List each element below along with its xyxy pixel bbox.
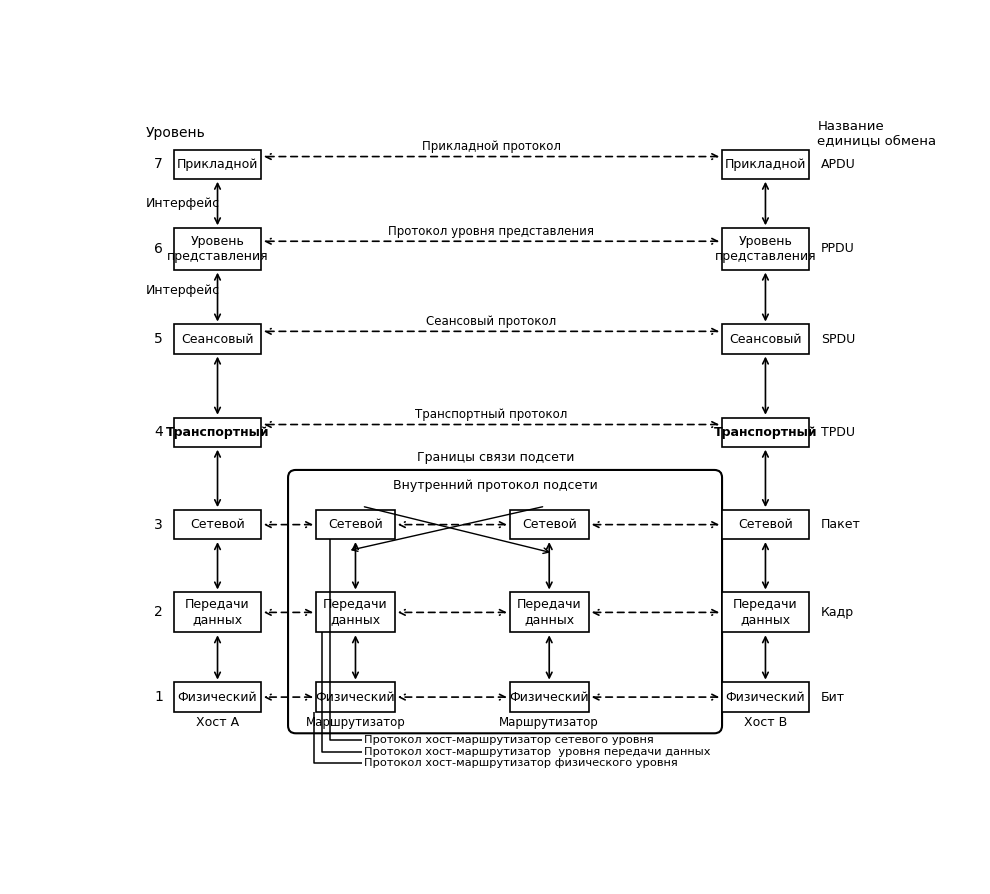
Text: Физический: Физический [178,690,257,704]
Text: Транспортный: Транспортный [165,426,269,439]
FancyBboxPatch shape [174,682,261,712]
Text: Интерфейс: Интерфейс [146,284,220,298]
Text: Границы связи подсети: Границы связи подсети [417,451,574,465]
Text: Физический: Физический [316,690,395,704]
FancyBboxPatch shape [722,228,809,270]
Text: Пакет: Пакет [822,519,861,531]
Text: Физический: Физический [726,690,805,704]
Text: Сетевой: Сетевой [522,519,576,531]
Text: Передачи
данных: Передачи данных [734,598,798,627]
Text: Сеансовый: Сеансовый [730,333,802,346]
Text: Сеансовый протокол: Сеансовый протокол [427,316,556,328]
Text: 2: 2 [154,605,163,620]
Text: Хост В: Хост В [743,715,787,729]
Text: 3: 3 [154,518,163,532]
FancyBboxPatch shape [174,510,261,539]
Text: TPDU: TPDU [822,426,855,439]
Text: APDU: APDU [822,157,856,171]
Text: SPDU: SPDU [822,333,855,346]
Text: Транспортный протокол: Транспортный протокол [415,409,567,421]
Text: Передачи
данных: Передачи данных [323,598,388,627]
Text: Транспортный: Транспортный [714,426,817,439]
Text: Прикладной протокол: Прикладной протокол [422,140,561,154]
FancyBboxPatch shape [174,149,261,179]
Text: Кадр: Кадр [822,606,854,619]
Text: Хост А: Хост А [196,715,240,729]
Text: Бит: Бит [822,690,845,704]
Text: Сетевой: Сетевой [739,519,793,531]
FancyBboxPatch shape [510,682,589,712]
Text: Уровень
представления: Уровень представления [166,235,268,263]
Text: Протокол уровня представления: Протокол уровня представления [388,225,594,238]
FancyBboxPatch shape [174,228,261,270]
Text: Маршрутизатор: Маршрутизатор [499,715,599,729]
Text: 1: 1 [154,690,163,704]
Text: Внутренний протокол подсети: Внутренний протокол подсети [393,479,598,493]
Text: Маршрутизатор: Маршрутизатор [306,715,405,729]
Text: Уровень
представления: Уровень представления [715,235,817,263]
Text: Прикладной: Прикладной [177,157,258,171]
Text: Сетевой: Сетевой [328,519,383,531]
FancyBboxPatch shape [316,593,395,632]
FancyBboxPatch shape [288,470,722,733]
FancyBboxPatch shape [722,510,809,539]
FancyBboxPatch shape [722,593,809,632]
FancyBboxPatch shape [722,682,809,712]
Text: Сеансовый: Сеансовый [181,333,253,346]
FancyBboxPatch shape [316,682,395,712]
Text: 5: 5 [154,332,163,346]
FancyBboxPatch shape [510,593,589,632]
Text: Сетевой: Сетевой [190,519,245,531]
Text: Интерфейс: Интерфейс [146,197,220,210]
Text: Название
единицы обмена: Название единицы обмена [818,120,937,148]
FancyBboxPatch shape [722,325,809,354]
FancyBboxPatch shape [722,149,809,179]
FancyBboxPatch shape [174,593,261,632]
Text: Протокол хост-маршрутизатор  уровня передачи данных: Протокол хост-маршрутизатор уровня перед… [364,746,711,756]
FancyBboxPatch shape [722,417,809,447]
Text: 4: 4 [154,426,163,439]
Text: Протокол хост-маршрутизатор сетевого уровня: Протокол хост-маршрутизатор сетевого уро… [364,735,653,746]
Text: 6: 6 [154,242,163,256]
Text: Уровень: Уровень [146,126,205,139]
FancyBboxPatch shape [316,510,395,539]
Text: Передачи
данных: Передачи данных [517,598,581,627]
FancyBboxPatch shape [174,417,261,447]
Text: Физический: Физический [510,690,589,704]
Text: Протокол хост-маршрутизатор физического уровня: Протокол хост-маршрутизатор физического … [364,758,678,768]
Text: PPDU: PPDU [822,242,855,256]
Text: 7: 7 [154,157,163,172]
FancyBboxPatch shape [174,325,261,354]
FancyBboxPatch shape [510,510,589,539]
Text: Прикладной: Прикладной [725,157,806,171]
Text: Передачи
данных: Передачи данных [185,598,249,627]
